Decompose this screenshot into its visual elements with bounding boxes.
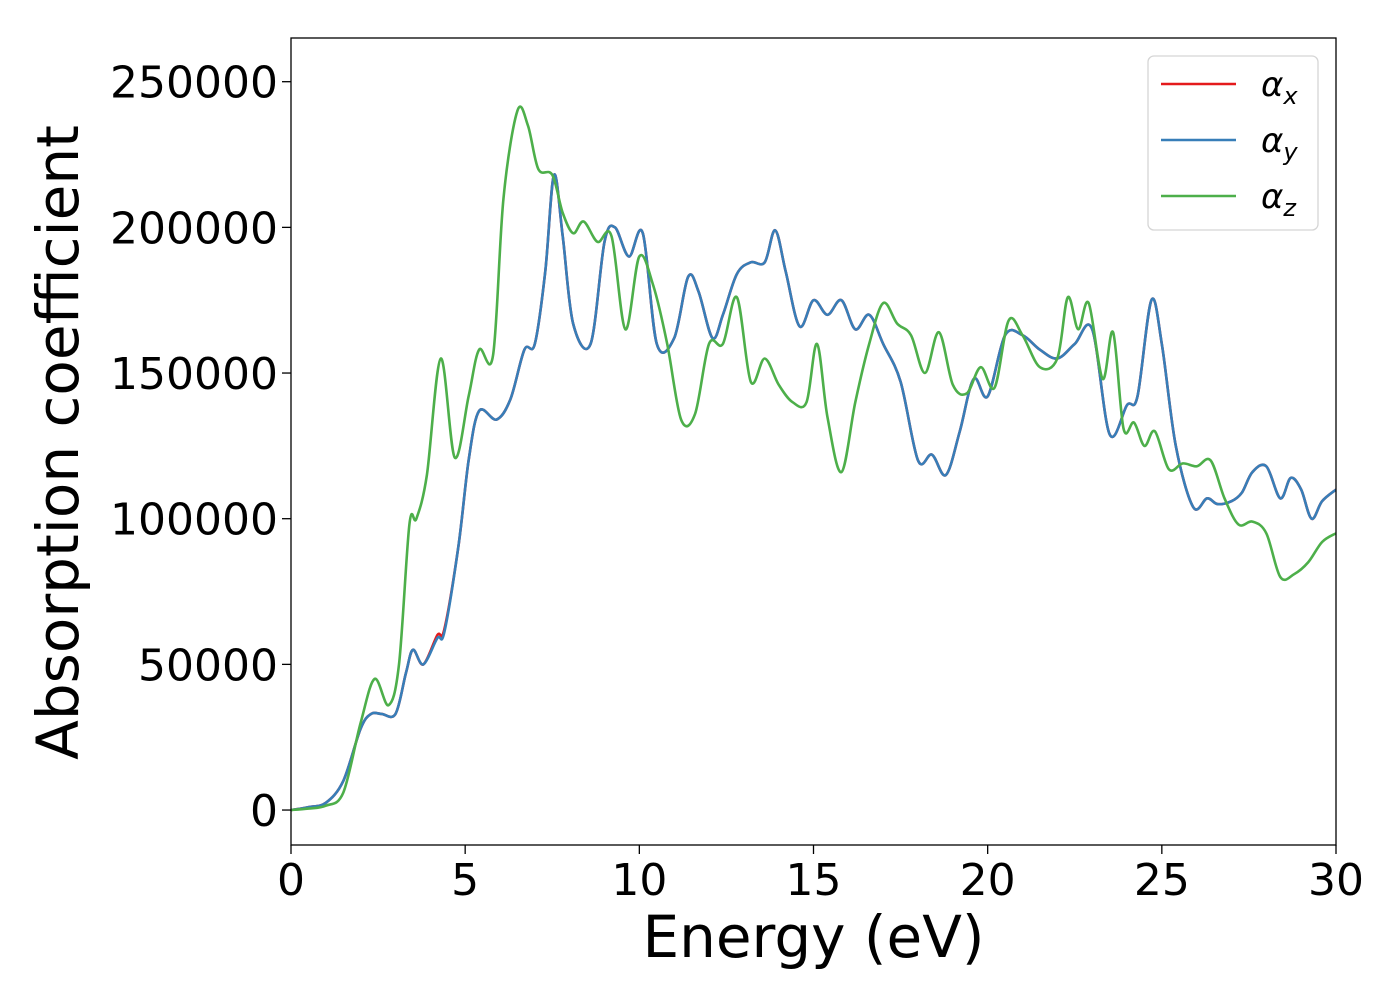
- legend-label-y: αy: [1261, 121, 1298, 166]
- y-tick-label: 250000: [110, 58, 278, 109]
- x-tick-label: 0: [277, 855, 305, 906]
- x-axis-label: Energy (eV): [642, 903, 984, 971]
- y-tick-label: 200000: [110, 203, 278, 254]
- x-tick-label: 10: [611, 855, 667, 906]
- x-tick-label: 20: [960, 855, 1016, 906]
- y-tick-label: 50000: [138, 640, 278, 691]
- x-tick-label: 30: [1308, 855, 1364, 906]
- y-tick-label: 100000: [110, 495, 278, 546]
- legend: αx αy αz: [1147, 55, 1319, 231]
- y-axis-label: Absorption coefficient: [24, 125, 92, 760]
- x-tick-label: 15: [786, 855, 842, 906]
- series-line-y: [291, 173, 1336, 812]
- y-tick-label: 150000: [110, 349, 278, 400]
- legend-label-x: αx: [1261, 65, 1298, 110]
- y-tick-label: 0: [250, 786, 278, 837]
- series-line-x: [291, 173, 1336, 812]
- series-lines: [291, 105, 1336, 812]
- x-tick-label: 25: [1134, 855, 1190, 906]
- legend-label-z: αz: [1261, 177, 1297, 222]
- x-tick-label: 5: [451, 855, 479, 906]
- series-line-z: [291, 105, 1336, 812]
- axis-ticks: 0 5 10 15 20 25 30 0 50000 100000 150000 200000 2500…: [110, 58, 1364, 906]
- legend-box: [1147, 55, 1319, 231]
